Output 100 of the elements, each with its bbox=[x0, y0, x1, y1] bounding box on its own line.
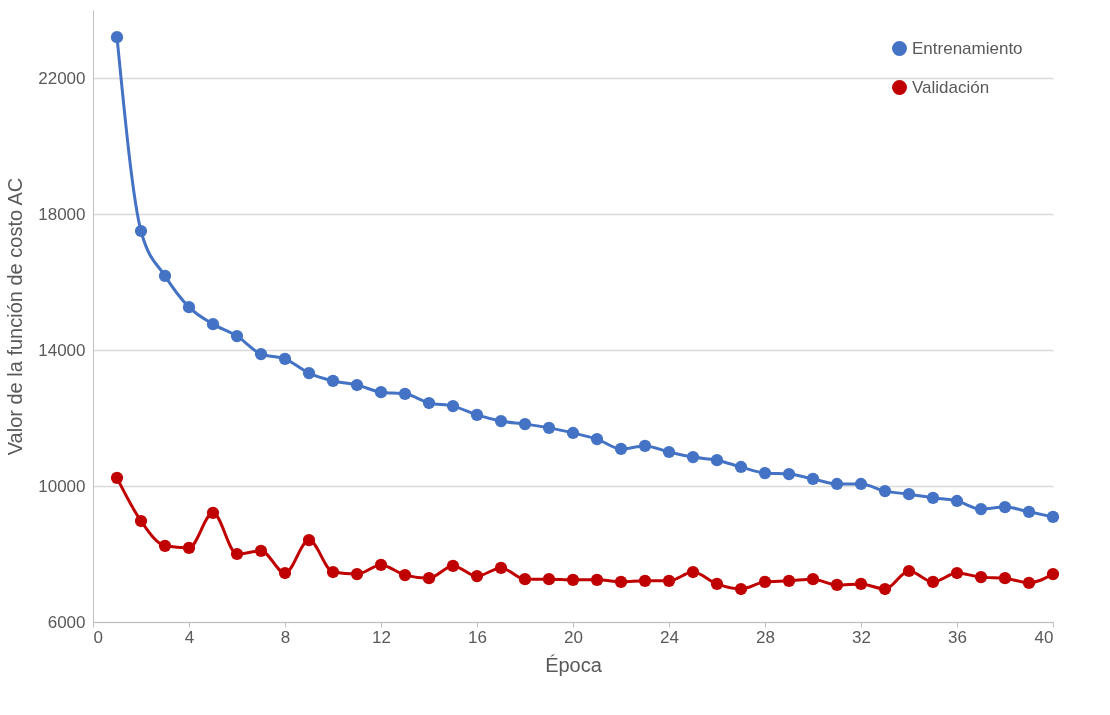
legend-label: Entrenamiento bbox=[912, 38, 1023, 58]
x-tick-label: 0 bbox=[93, 627, 103, 647]
point bbox=[710, 577, 724, 591]
point bbox=[350, 378, 364, 392]
point bbox=[902, 564, 916, 578]
point bbox=[422, 572, 436, 585]
point bbox=[614, 442, 628, 456]
point bbox=[542, 421, 556, 434]
point bbox=[950, 494, 964, 508]
point bbox=[1046, 567, 1060, 581]
y-tick-label: 22000 bbox=[38, 68, 86, 88]
point bbox=[854, 577, 868, 591]
point bbox=[398, 568, 412, 582]
point bbox=[854, 477, 868, 491]
y-tick-label: 18000 bbox=[38, 204, 86, 224]
x-tick-label: 12 bbox=[372, 627, 391, 647]
point bbox=[1046, 510, 1060, 524]
point bbox=[542, 573, 556, 586]
point bbox=[110, 471, 124, 484]
point bbox=[782, 574, 796, 587]
x-tick-label: 16 bbox=[468, 627, 487, 647]
y-tick-label: 6000 bbox=[47, 612, 86, 632]
point bbox=[518, 573, 532, 586]
x-tick-label: 36 bbox=[948, 627, 967, 647]
point bbox=[590, 573, 604, 586]
point bbox=[494, 561, 508, 575]
point bbox=[710, 454, 724, 467]
x-tick-label: 40 bbox=[1034, 627, 1054, 647]
x-tick-label: 8 bbox=[280, 627, 291, 647]
point bbox=[518, 418, 532, 431]
point bbox=[326, 565, 340, 579]
x-tick-label: 4 bbox=[184, 627, 195, 647]
x-tick-label: 28 bbox=[756, 627, 775, 647]
point bbox=[926, 575, 940, 588]
point bbox=[686, 565, 700, 579]
point bbox=[662, 445, 676, 459]
point bbox=[902, 488, 916, 501]
y-tick-label: 10000 bbox=[38, 476, 86, 496]
x-axis-title: Época bbox=[545, 653, 603, 676]
point bbox=[374, 558, 388, 571]
point bbox=[158, 269, 172, 282]
point bbox=[230, 547, 244, 561]
point bbox=[566, 573, 580, 586]
point bbox=[230, 329, 244, 343]
point bbox=[614, 575, 628, 588]
point bbox=[254, 544, 268, 558]
point bbox=[926, 491, 940, 505]
point bbox=[998, 572, 1012, 585]
point bbox=[206, 318, 220, 331]
point bbox=[830, 477, 844, 491]
point bbox=[494, 414, 508, 428]
point bbox=[974, 571, 988, 584]
point bbox=[806, 573, 820, 586]
point bbox=[110, 31, 124, 44]
point bbox=[686, 450, 700, 464]
point bbox=[758, 575, 772, 588]
point bbox=[254, 347, 268, 361]
point bbox=[350, 567, 364, 581]
point bbox=[446, 399, 460, 413]
point bbox=[134, 514, 148, 528]
point bbox=[302, 367, 316, 380]
point bbox=[974, 503, 988, 516]
point bbox=[1022, 505, 1036, 518]
point bbox=[734, 582, 748, 596]
point bbox=[638, 574, 652, 587]
point bbox=[182, 301, 196, 314]
point bbox=[758, 466, 772, 480]
x-tick-label: 24 bbox=[660, 627, 679, 647]
point bbox=[134, 224, 148, 238]
point bbox=[302, 533, 316, 547]
point bbox=[422, 396, 436, 410]
legend-label: Validación bbox=[912, 77, 990, 97]
y-axis-title: Valor de la función de costo AC bbox=[4, 177, 27, 456]
y-tick-label: 14000 bbox=[38, 340, 86, 360]
point bbox=[734, 460, 748, 474]
point bbox=[806, 472, 820, 485]
point bbox=[638, 439, 652, 452]
point bbox=[950, 566, 964, 580]
point bbox=[566, 426, 580, 440]
point bbox=[182, 541, 196, 554]
point bbox=[326, 374, 340, 388]
point bbox=[470, 569, 484, 583]
point bbox=[878, 484, 892, 498]
point bbox=[782, 467, 796, 481]
x-tick-label: 32 bbox=[852, 627, 871, 647]
point bbox=[374, 386, 388, 399]
point bbox=[878, 582, 892, 596]
point bbox=[662, 574, 676, 587]
point bbox=[1022, 576, 1036, 590]
x-tick-label: 20 bbox=[564, 627, 583, 647]
point bbox=[830, 578, 844, 592]
point bbox=[278, 566, 292, 580]
point bbox=[998, 500, 1012, 514]
point bbox=[446, 559, 460, 573]
point bbox=[278, 352, 292, 365]
point bbox=[590, 432, 604, 446]
point bbox=[470, 408, 484, 422]
point bbox=[158, 539, 172, 552]
point bbox=[398, 387, 412, 400]
point bbox=[206, 506, 220, 519]
